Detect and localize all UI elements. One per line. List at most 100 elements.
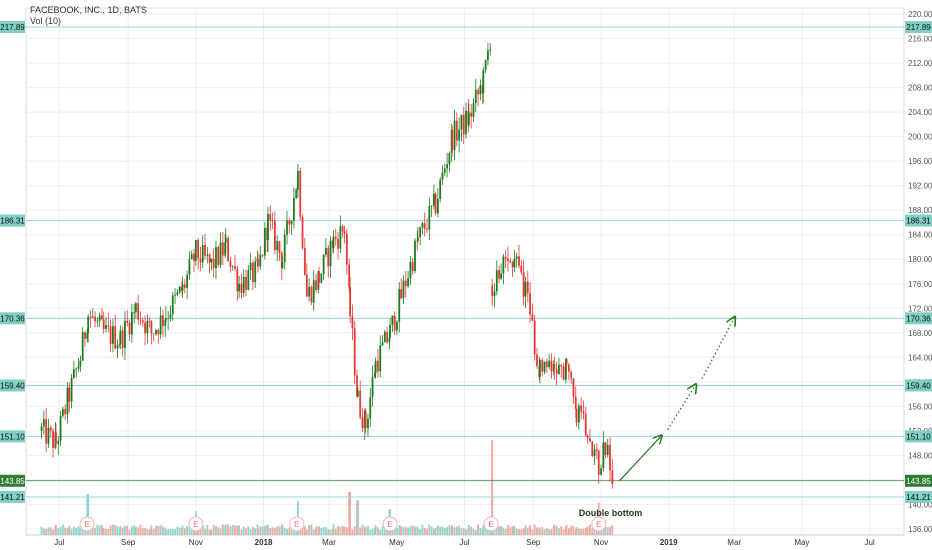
candle-body xyxy=(509,260,512,263)
candle-body xyxy=(428,205,431,230)
volume-bar xyxy=(183,528,186,535)
candle-body xyxy=(597,450,600,475)
volume-bar xyxy=(393,528,396,535)
y-tick-label: 136.00 xyxy=(908,525,932,534)
candle-body xyxy=(119,330,122,344)
candle-body xyxy=(484,60,487,71)
x-tick-label: Jul xyxy=(864,538,874,547)
candle-body xyxy=(91,316,94,318)
volume-bar xyxy=(137,527,140,535)
candle-body xyxy=(169,314,172,318)
level-tag-left xyxy=(0,21,25,34)
volume-bar xyxy=(428,524,431,535)
volume-bar xyxy=(70,528,73,535)
volume-bar xyxy=(502,527,505,535)
candle-body xyxy=(416,240,419,242)
candle-body xyxy=(367,418,369,429)
candle-body xyxy=(402,280,405,299)
candle-body xyxy=(393,315,396,331)
volume-bar xyxy=(89,529,92,535)
volume-bar xyxy=(261,526,264,535)
candle-body xyxy=(164,320,167,326)
current-price-tag-right-text: 143.85 xyxy=(906,477,931,486)
y-grid: 136.00140.00144.00148.00152.00156.00160.… xyxy=(26,10,932,534)
y-tick-label: 164.00 xyxy=(908,353,932,362)
candle-body xyxy=(229,260,232,267)
volume-bar xyxy=(81,526,84,535)
volume-bar xyxy=(332,524,335,535)
volume-bar xyxy=(119,526,122,535)
earnings-marker[interactable]: E xyxy=(591,516,607,532)
candle-body xyxy=(176,292,179,295)
volume-bar xyxy=(72,526,75,535)
candle-body xyxy=(507,258,509,261)
volume-bar xyxy=(441,526,444,535)
volume-bar xyxy=(409,526,412,535)
candle-body xyxy=(359,390,362,418)
y-tick-label: 168.00 xyxy=(908,329,932,338)
earnings-marker[interactable]: E xyxy=(382,516,398,532)
candle-body xyxy=(295,189,298,199)
candle-body xyxy=(114,326,117,349)
candle-body xyxy=(318,271,320,283)
candle-body xyxy=(86,332,89,339)
candle-body xyxy=(157,329,160,335)
volume-bar xyxy=(57,528,60,535)
x-tick-label: Sep xyxy=(526,538,541,547)
candle-body xyxy=(206,254,209,256)
candle-body xyxy=(334,236,337,240)
volume-bar xyxy=(359,527,362,535)
candle-body xyxy=(293,198,295,221)
volume-bar xyxy=(345,527,348,535)
volume-bar xyxy=(64,527,67,535)
earnings-marker[interactable]: E xyxy=(289,516,305,532)
volume-bar xyxy=(249,529,252,535)
volume-bar xyxy=(460,528,463,535)
volume-bar xyxy=(109,525,112,535)
volume-bar xyxy=(398,525,401,535)
volume-bar xyxy=(52,529,54,535)
candle-body xyxy=(267,214,269,241)
volume-bar xyxy=(348,491,351,535)
level-tag-left-text: 186.31 xyxy=(0,217,25,226)
x-tick-label: Mar xyxy=(727,538,741,547)
y-tick-label: 208.00 xyxy=(908,84,932,93)
volume-bar xyxy=(402,526,405,535)
candle-body xyxy=(259,254,262,267)
candle-body xyxy=(349,286,352,317)
volume-bar xyxy=(267,524,269,535)
volume-bar xyxy=(286,528,288,535)
volume-bar xyxy=(247,526,250,535)
candle-body xyxy=(591,441,594,456)
candle-body xyxy=(520,265,523,273)
volume-bar xyxy=(351,529,354,535)
earnings-marker[interactable]: E xyxy=(188,516,204,532)
candle-body xyxy=(495,270,498,292)
level-tag-right-text: 217.89 xyxy=(906,23,931,32)
earnings-marker[interactable]: E xyxy=(483,516,499,532)
earnings-circle xyxy=(591,516,607,532)
volume-bar xyxy=(522,528,525,535)
volume-bar xyxy=(606,527,609,535)
volume-bar xyxy=(40,526,43,535)
candle-body xyxy=(467,112,470,125)
volume-bar xyxy=(312,529,315,535)
earnings-label: E xyxy=(294,520,299,529)
candle-body xyxy=(128,322,131,335)
level-tag-right-text: 159.40 xyxy=(906,381,931,390)
volume-bar xyxy=(507,525,509,535)
x-tick-label: May xyxy=(389,538,404,547)
earnings-marker[interactable]: E xyxy=(79,516,95,532)
candle-body xyxy=(57,440,60,444)
earnings-circle xyxy=(483,516,499,532)
volume-bar xyxy=(263,525,266,535)
volume-bar xyxy=(146,528,149,535)
volume-bar xyxy=(315,526,317,535)
level-tag-left-text: 159.40 xyxy=(0,381,25,390)
volume-bar xyxy=(374,525,377,535)
volume-bar xyxy=(75,527,78,535)
candle-body xyxy=(369,397,372,419)
level-tag-right-text: 170.36 xyxy=(906,314,931,323)
volume-bar xyxy=(276,526,279,535)
